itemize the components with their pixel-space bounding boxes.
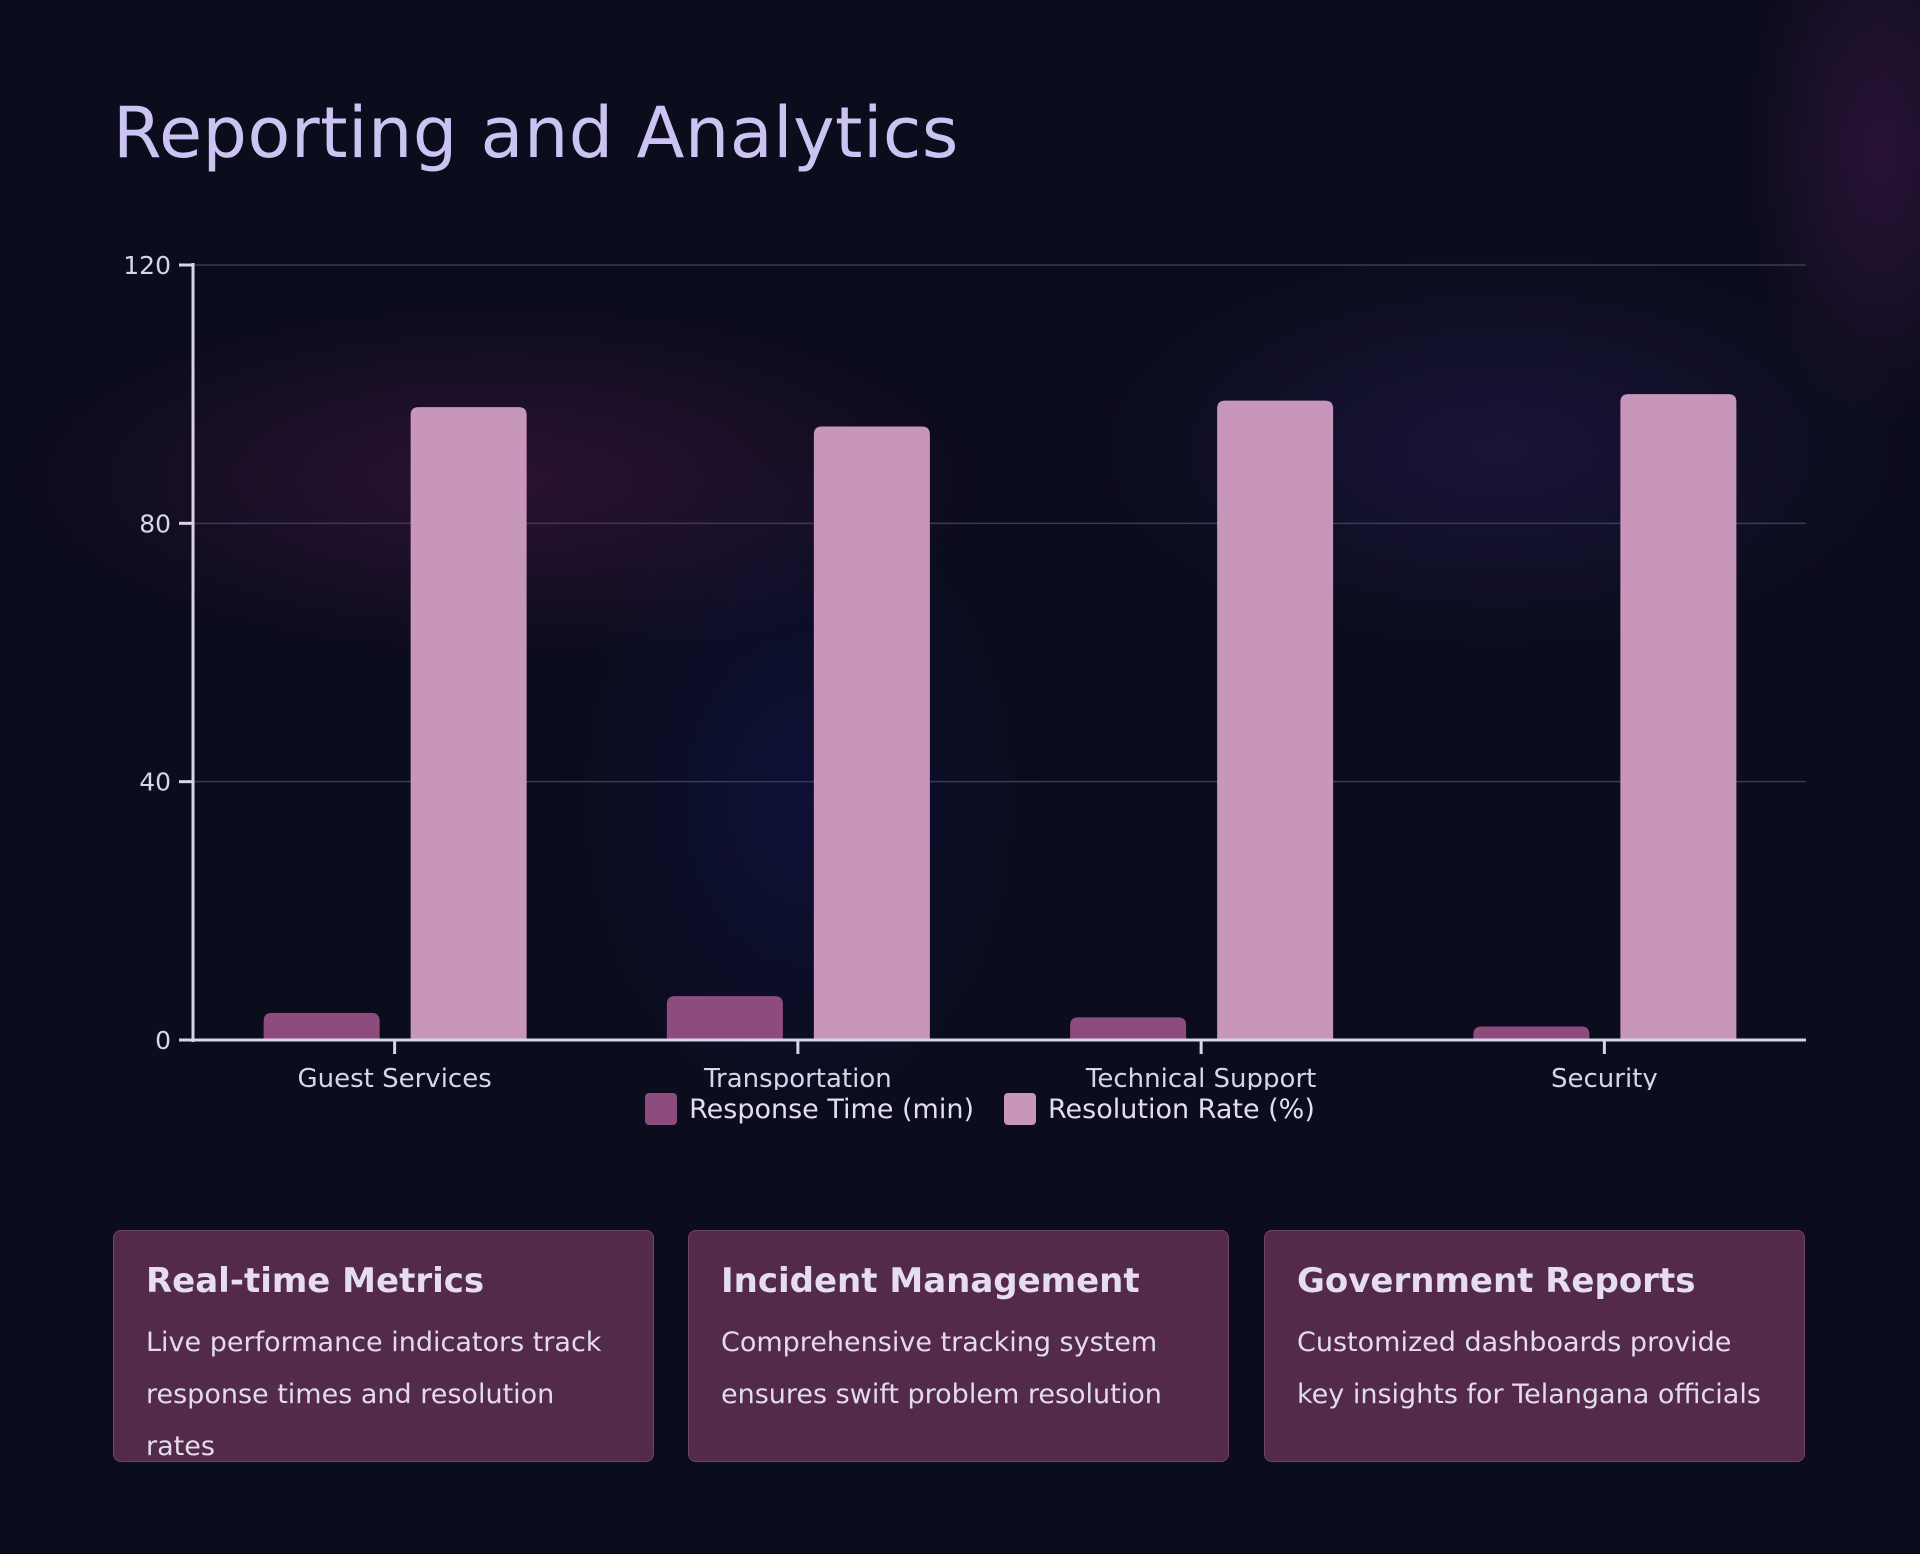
bar-resolution-rate — [813, 426, 930, 1040]
bar-resolution-rate — [410, 407, 527, 1040]
x-tick-label: Technical Support — [1085, 1064, 1316, 1090]
legend-label: Response Time (min) — [689, 1093, 974, 1125]
legend-item-response-time[interactable]: Response Time (min) — [645, 1093, 974, 1125]
y-tick-label: 120 — [123, 251, 171, 280]
page-title: Reporting and Analytics — [113, 92, 959, 174]
bar-response-time — [1070, 1017, 1187, 1040]
legend-item-resolution-rate[interactable]: Resolution Rate (%) — [1004, 1093, 1315, 1125]
y-tick-label: 0 — [155, 1026, 171, 1055]
y-tick-label: 80 — [139, 509, 171, 538]
bar-response-time — [666, 996, 783, 1040]
card-text: Live performance indicators track respon… — [146, 1327, 602, 1462]
card-title: Real-time Metrics — [146, 1261, 485, 1301]
bar-response-time — [263, 1012, 380, 1040]
legend-swatch — [1004, 1093, 1036, 1125]
card-incident-management: Incident Management Comprehensive tracki… — [688, 1230, 1229, 1462]
card-text: Customized dashboards provide key insigh… — [1297, 1327, 1761, 1410]
x-tick-label: Security — [1551, 1064, 1658, 1090]
card-government-reports: Government Reports Customized dashboards… — [1264, 1230, 1805, 1462]
x-tick-label: Guest Services — [297, 1064, 491, 1090]
legend-swatch — [645, 1093, 678, 1125]
y-tick-label: 40 — [139, 768, 171, 797]
legend-label: Resolution Rate (%) — [1048, 1093, 1315, 1125]
bar-chart: 0 40 80 120 Guest Services Transportation Tech… — [123, 251, 1806, 1090]
card-title: Government Reports — [1297, 1261, 1696, 1301]
x-tick-label: Transportation — [703, 1064, 892, 1090]
chart-legend: Response Time (min) Resolution Rate (%) — [0, 1093, 1920, 1125]
card-title: Incident Management — [721, 1261, 1140, 1301]
card-real-time-metrics: Real-time Metrics Live performance indic… — [113, 1230, 654, 1462]
card-text: Comprehensive tracking system ensures sw… — [721, 1327, 1162, 1410]
bar-resolution-rate — [1217, 400, 1334, 1040]
bar-resolution-rate — [1620, 394, 1737, 1041]
bar-response-time — [1473, 1026, 1590, 1040]
